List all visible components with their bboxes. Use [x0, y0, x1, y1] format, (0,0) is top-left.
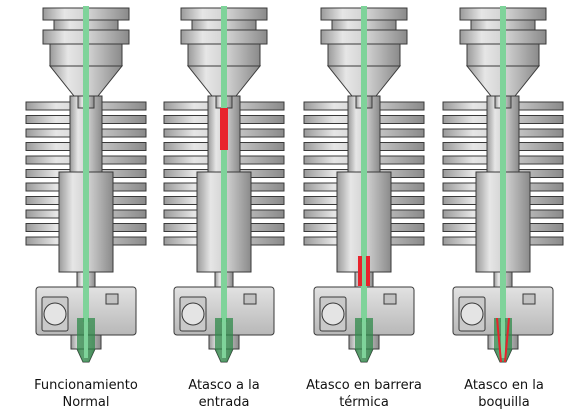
caption-normal-line1: Funcionamiento [34, 378, 138, 393]
filament [500, 6, 506, 322]
clog-marker [496, 318, 502, 362]
filament [221, 6, 227, 322]
caption-boquilla-line1: Atasco en la [464, 378, 544, 393]
filament-core [222, 318, 226, 358]
hotend-boquilla [442, 6, 564, 363]
caption-barrera: Atasco en barrera térmica [294, 377, 434, 411]
caption-normal-line2: Normal [62, 395, 110, 410]
caption-entrada: Atasco a la entrada [154, 377, 294, 411]
caption-boquilla: Atasco en la boquilla [434, 377, 574, 411]
thermistor [243, 293, 257, 305]
hotend-normal [25, 6, 147, 363]
caption-normal: Funcionamiento Normal [16, 377, 156, 411]
clog-marker [358, 256, 362, 286]
filament [361, 6, 367, 322]
thermistor [105, 293, 119, 305]
caption-entrada-line1: Atasco a la [188, 378, 260, 393]
caption-boquilla-line2: boquilla [478, 395, 530, 410]
caption-entrada-line2: entrada [198, 395, 250, 410]
filament [83, 6, 89, 322]
clog-marker [220, 108, 228, 150]
filament-core [362, 318, 366, 358]
hotend-barrera [303, 6, 425, 363]
thermistor [522, 293, 536, 305]
heater-cartridge [181, 302, 205, 326]
filament-core [501, 318, 505, 358]
hotend-entrada [163, 6, 285, 363]
caption-barrera-line2: térmica [339, 395, 389, 410]
clog-marker [504, 318, 510, 362]
filament-core [84, 318, 88, 358]
heater-cartridge [321, 302, 345, 326]
caption-barrera-line1: Atasco en barrera [306, 378, 422, 393]
thermistor [383, 293, 397, 305]
clog-marker [366, 256, 370, 286]
heater-cartridge [460, 302, 484, 326]
heater-cartridge [43, 302, 67, 326]
